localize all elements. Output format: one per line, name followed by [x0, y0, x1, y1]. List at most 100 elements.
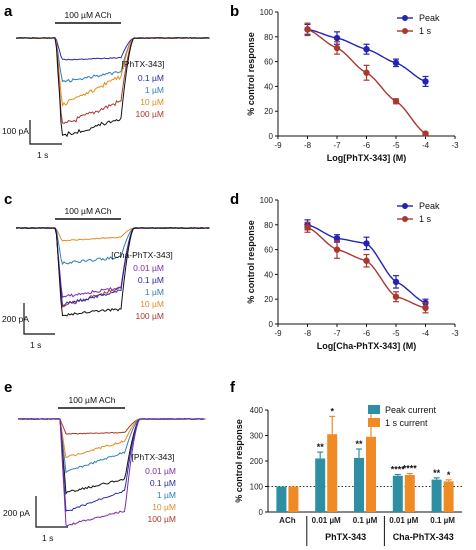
data-point [333, 34, 341, 42]
data-point [392, 59, 400, 67]
legend-marker [402, 203, 408, 209]
current-trace [18, 418, 206, 527]
trace-legend-item: 100 µM [135, 109, 164, 119]
x-tick-label: -6 [363, 141, 371, 150]
data-point [422, 130, 429, 137]
data-point [392, 98, 400, 105]
y-tick-label: 100 [250, 483, 264, 492]
scale-bar [23, 303, 55, 335]
chart-panel-b: b 0 20 40 60 80 100 -9 -8 -7 -6 -5 -4 -3 Log[PhTX-343… [230, 3, 459, 163]
ach-bar-label: 100 µM ACh [65, 206, 112, 216]
y-tick-label: 40 [264, 82, 273, 91]
trace-legend-item: 0.1 µM [150, 478, 176, 488]
scale-bar-time: 1 s [37, 150, 48, 160]
trace-legend-item: 10 µM [140, 97, 164, 107]
data-point [304, 26, 311, 33]
bar [327, 434, 338, 512]
bar [392, 475, 403, 512]
x-tick-label: -7 [333, 329, 341, 338]
current-trace [15, 227, 210, 299]
panel-letter-a: a [4, 3, 13, 20]
current-trace [15, 227, 210, 308]
y-axis-label: % control response [234, 419, 244, 503]
y-tick-label: 0 [269, 320, 274, 329]
legend-label: Peak [419, 13, 440, 23]
trace-legend-item: 0.1 µM [138, 275, 164, 285]
y-tick-label: 300 [250, 432, 264, 441]
chart-panel-d: d 0 20 40 60 80 100 -9 -8 -7 -6 -5 -4 -3 Log[Cha-PhTX… [230, 191, 459, 351]
trace-legend-item: 0.01 µM [145, 466, 176, 476]
x-tick-label: -9 [274, 329, 282, 338]
bar [288, 486, 299, 512]
panel-letter-b: b [230, 3, 239, 20]
panel-letter-d: d [230, 191, 239, 208]
trace-legend-item: 10 µM [152, 502, 176, 512]
data-point [422, 304, 429, 312]
y-axis-label: % control response [246, 32, 256, 116]
data-point [422, 78, 429, 85]
group-label: Cha-PhTX-343 [393, 532, 454, 542]
category-label: 0.01 µM [389, 516, 418, 525]
y-tick-label: 60 [264, 58, 273, 67]
y-tick-label: 200 [250, 457, 264, 466]
current-trace [15, 227, 210, 307]
scale-bar-time: 1 s [42, 533, 53, 543]
x-axis-label: Log[Cha-PhTX-343] (M) [317, 341, 417, 351]
panel-c: c 100 µM ACh [Cha-PhTX-343] 0.01 µM 0.1 … [2, 191, 210, 350]
panel-a: a 100 µM ACh [PhTX-343] 0.1 µM 1 µM 10 µ… [2, 3, 210, 160]
significance-marker: * [330, 406, 334, 416]
ach-bar-label: 100 µM ACh [69, 395, 116, 405]
data-point [363, 240, 370, 247]
panel-letter-f: f [230, 379, 236, 396]
legend-marker [402, 28, 408, 34]
bar [404, 475, 415, 512]
current-trace [17, 418, 206, 459]
group-label: PhTX-343 [325, 532, 366, 542]
category-label: 0.1 µM [430, 516, 455, 525]
data-point [392, 278, 400, 286]
x-tick-label: -9 [274, 141, 282, 150]
x-tick-label: -5 [392, 329, 400, 338]
y-tick-label: 0 [269, 132, 274, 141]
current-trace [18, 418, 206, 435]
ach-bar-label: 100 µM ACh [65, 10, 112, 20]
trace-legend-item: 1 µM [157, 490, 176, 500]
trace-legend-title: [PhTX-343] [132, 452, 175, 462]
panel-e: e 100 µM ACh [PhTX-343] 0.01 µM 0.1 µM 1… [3, 379, 206, 543]
scale-bar-current: 200 pA [3, 508, 30, 518]
data-point [333, 235, 341, 242]
significance-marker: **** [403, 463, 418, 473]
data-point [363, 46, 370, 53]
category-label: ACh [279, 516, 296, 525]
y-tick-label: 0 [259, 508, 264, 517]
data-point [333, 44, 341, 52]
current-trace [16, 227, 210, 317]
current-trace [16, 37, 210, 124]
x-tick-label: -8 [304, 141, 312, 150]
current-traces [15, 37, 210, 138]
panel-letter-e: e [4, 379, 12, 396]
category-label: 0.01 µM [312, 516, 341, 525]
scale-bar-current: 200 pA [2, 314, 29, 324]
trace-legend-item: 1 µM [145, 287, 164, 297]
y-tick-label: 100 [260, 196, 274, 205]
trace-legend-item: 0.01 µM [133, 263, 164, 273]
y-tick-label: 80 [264, 221, 273, 230]
legend-label: Peak [419, 201, 440, 211]
bar [443, 481, 454, 512]
panel-letter-c: c [4, 191, 12, 208]
trace-legend-title: [PhTX-343] [122, 59, 165, 69]
data-point [304, 224, 311, 231]
y-tick-label: 60 [264, 246, 273, 255]
x-axis-label: Log[PhTX-343] (M) [327, 153, 407, 163]
y-axis-label: % control response [246, 220, 256, 304]
x-tick-label: -4 [422, 141, 430, 150]
current-trace [15, 37, 210, 108]
data-point [333, 246, 341, 253]
trace-legend-item: 0.1 µM [138, 73, 164, 83]
scale-bar [35, 496, 68, 528]
legend-marker [402, 15, 408, 21]
y-tick-label: 80 [264, 33, 273, 42]
